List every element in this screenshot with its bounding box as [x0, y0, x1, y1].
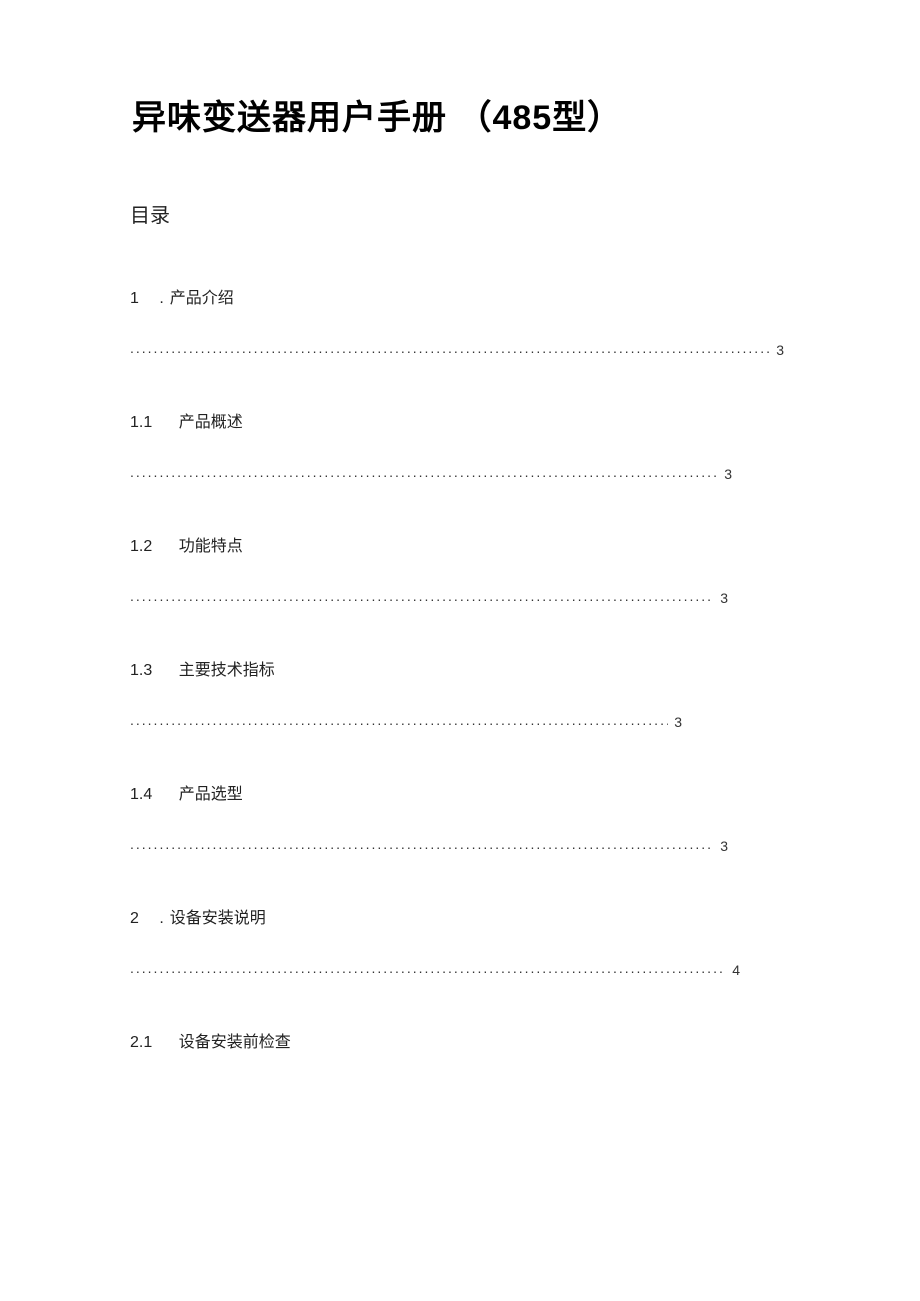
- toc-heading: 1.3 主要技术指标: [130, 656, 800, 680]
- toc-dots: ........................................…: [130, 340, 770, 356]
- toc-dots: ........................................…: [130, 712, 668, 728]
- toc-leader-line: ........................................…: [130, 588, 728, 606]
- toc-separator: [168, 1034, 172, 1051]
- toc-page-number: 3: [720, 838, 728, 854]
- toc-separator: [168, 786, 172, 803]
- toc-heading: 1.1 产品概述: [130, 408, 800, 432]
- toc-leader-line: ........................................…: [130, 960, 740, 978]
- toc-text: 产品选型: [179, 786, 243, 803]
- toc-number: 1.1: [130, 414, 152, 432]
- toc-page-number: 4: [732, 962, 740, 978]
- toc-text: 产品介绍: [170, 290, 234, 307]
- toc-number: 2.1: [130, 1034, 152, 1052]
- toc-page-number: 3: [724, 466, 732, 482]
- toc-leader-line: ........................................…: [130, 836, 728, 854]
- toc-leader-line: ........................................…: [130, 340, 784, 358]
- toc-heading: 1.2 功能特点: [130, 532, 800, 556]
- toc-separator: [168, 662, 172, 679]
- toc-separator: [168, 414, 172, 431]
- toc-item: 1.4 产品选型................................…: [130, 780, 800, 854]
- toc-separator: [168, 538, 172, 555]
- title-model-number: 485: [492, 99, 552, 137]
- toc-label: 目录: [130, 199, 800, 228]
- toc-heading: 2 . 设备安装说明: [130, 904, 800, 928]
- toc-container: 1 . 产品介绍.................................…: [130, 284, 800, 1052]
- toc-text: 设备安装前检查: [179, 1034, 291, 1051]
- toc-number: 1.3: [130, 662, 152, 680]
- document-title: 异味变送器用户手册 （485型）: [132, 90, 800, 139]
- toc-dots: ........................................…: [130, 588, 714, 604]
- toc-item: 1 . 产品介绍.................................…: [130, 284, 800, 358]
- toc-item: 1.1 产品概述................................…: [130, 408, 800, 482]
- toc-item: 1.2 功能特点................................…: [130, 532, 800, 606]
- toc-heading: 2.1 设备安装前检查: [130, 1028, 800, 1052]
- toc-leader-line: ........................................…: [130, 712, 682, 730]
- toc-text: 设备安装说明: [170, 910, 266, 927]
- toc-item: 2.1 设备安装前检查: [130, 1028, 800, 1052]
- toc-dots: ........................................…: [130, 464, 718, 480]
- toc-heading: 1.4 产品选型: [130, 780, 800, 804]
- toc-number: 1: [130, 290, 139, 308]
- toc-leader-line: ........................................…: [130, 464, 732, 482]
- toc-dots: ........................................…: [130, 836, 714, 852]
- toc-number: 2: [130, 910, 139, 928]
- toc-page-number: 3: [674, 714, 682, 730]
- toc-number: 1.4: [130, 786, 152, 804]
- toc-page-number: 3: [776, 342, 784, 358]
- toc-text: 主要技术指标: [179, 662, 275, 679]
- title-part2: 型）: [552, 99, 622, 137]
- toc-item: 1.3 主要技术指标..............................…: [130, 656, 800, 730]
- toc-separator: .: [155, 910, 164, 927]
- toc-item: 2 . 设备安装说明...............................…: [130, 904, 800, 978]
- toc-page-number: 3: [720, 590, 728, 606]
- toc-heading: 1 . 产品介绍: [130, 284, 800, 308]
- toc-dots: ........................................…: [130, 960, 726, 976]
- toc-separator: .: [155, 290, 164, 307]
- toc-text: 功能特点: [179, 538, 243, 555]
- toc-text: 产品概述: [179, 414, 243, 431]
- toc-number: 1.2: [130, 538, 152, 556]
- title-part1: 异味变送器用户手册 （: [132, 99, 492, 137]
